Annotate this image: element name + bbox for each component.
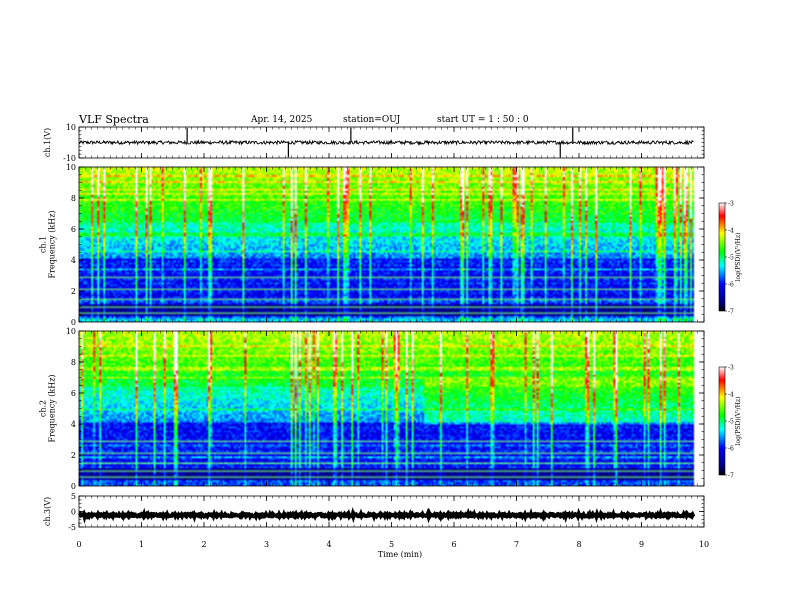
ch1-colorbar: -3 -4 -5 -6 -7 log(PSD)(V²/Hz): [718, 201, 742, 316]
y-tick-label: 6: [71, 225, 76, 234]
y-axis-label: ch.2: [39, 400, 48, 417]
y-axis-label: ch.1(V): [43, 128, 52, 157]
y-tick-label: 8: [71, 358, 76, 367]
time-axis: 0 1 2 3 4 5 6 7 8 9 10: [76, 540, 709, 549]
colorbar-tick-label: -3: [728, 365, 734, 372]
colorbar-tick-label: -3: [728, 201, 734, 208]
colorbar-label: log(PSD)(V²/Hz): [735, 233, 742, 282]
ch1-waveform-panel: 10 -10 ch.1(V): [43, 123, 705, 163]
spectrogram-image: [79, 331, 704, 486]
ch2-colorbar: -3 -4 -5 -6 -7 log(PSD)(V²/Hz): [718, 365, 742, 480]
y-tick-label: 6: [71, 389, 76, 398]
colorbar-tick-label: -5: [728, 419, 734, 426]
waveform-trace: [78, 506, 696, 524]
colorbar-tick-label: -4: [728, 392, 734, 399]
y-axis-label: ch.3(V): [43, 497, 52, 526]
y-tick-label: -5: [68, 523, 76, 532]
colorbar-bar: [718, 366, 726, 476]
x-tick-label: 4: [326, 540, 331, 549]
y-axis-label: ch.1: [39, 236, 48, 253]
y-axis-label: Frequency (kHz): [48, 210, 57, 278]
y-tick-label: 2: [71, 451, 76, 460]
ch2-spectrogram-panel: 0 2 4 6 8 10 ch.2 Frequency (kHz): [39, 327, 705, 491]
y-tick-label: -10: [63, 154, 76, 163]
x-tick-label: 6: [451, 540, 456, 549]
x-tick-label: 2: [201, 540, 206, 549]
x-tick-label: 10: [699, 540, 709, 549]
y-tick-label: 10: [66, 327, 76, 336]
colorbar-tick-label: -7: [728, 309, 734, 316]
y-tick-label: 4: [71, 256, 76, 265]
chart-title: VLF Spectra: [79, 113, 149, 126]
x-axis-label: Time (min): [378, 550, 422, 559]
start-ut-label: start UT = 1 : 50 : 0: [437, 115, 529, 125]
y-axis-label: Frequency (kHz): [48, 374, 57, 442]
y-tick-label: 5: [71, 492, 76, 501]
x-tick-label: 0: [76, 540, 81, 549]
spectrogram-image: [79, 167, 704, 322]
colorbar-bar: [718, 202, 726, 312]
colorbar-tick-label: -7: [728, 473, 734, 480]
colorbar-tick-label: -5: [728, 255, 734, 262]
x-tick-label: 9: [639, 540, 644, 549]
y-tick-label: 0: [71, 318, 76, 327]
colorbar-tick-label: -6: [728, 282, 734, 289]
ch1-spectrogram-panel: 0 2 4 6 8 10 ch.1 Frequency (kHz): [39, 163, 705, 327]
waveform-trace: [78, 139, 694, 146]
y-tick-label: 10: [66, 123, 76, 132]
colorbar-label: log(PSD)(V²/Hz): [735, 397, 742, 446]
station-label: station=OUJ: [343, 115, 401, 125]
y-tick-label: 0: [71, 508, 76, 517]
y-tick-label: 2: [71, 287, 76, 296]
y-tick-label: 4: [71, 420, 76, 429]
x-tick-label: 5: [389, 540, 394, 549]
date-label: Apr. 14, 2025: [251, 115, 313, 125]
colorbar-tick-label: -4: [728, 228, 734, 235]
y-tick-label: 10: [66, 163, 76, 172]
x-tick-label: 8: [576, 540, 581, 549]
ch3-waveform-panel: 5 0 -5 ch.3(V): [43, 492, 705, 532]
x-tick-label: 1: [139, 540, 144, 549]
x-tick-label: 7: [514, 540, 519, 549]
y-tick-label: 8: [71, 194, 76, 203]
colorbar-tick-label: -6: [728, 446, 734, 453]
y-tick-label: 0: [71, 482, 76, 491]
x-tick-label: 3: [264, 540, 269, 549]
